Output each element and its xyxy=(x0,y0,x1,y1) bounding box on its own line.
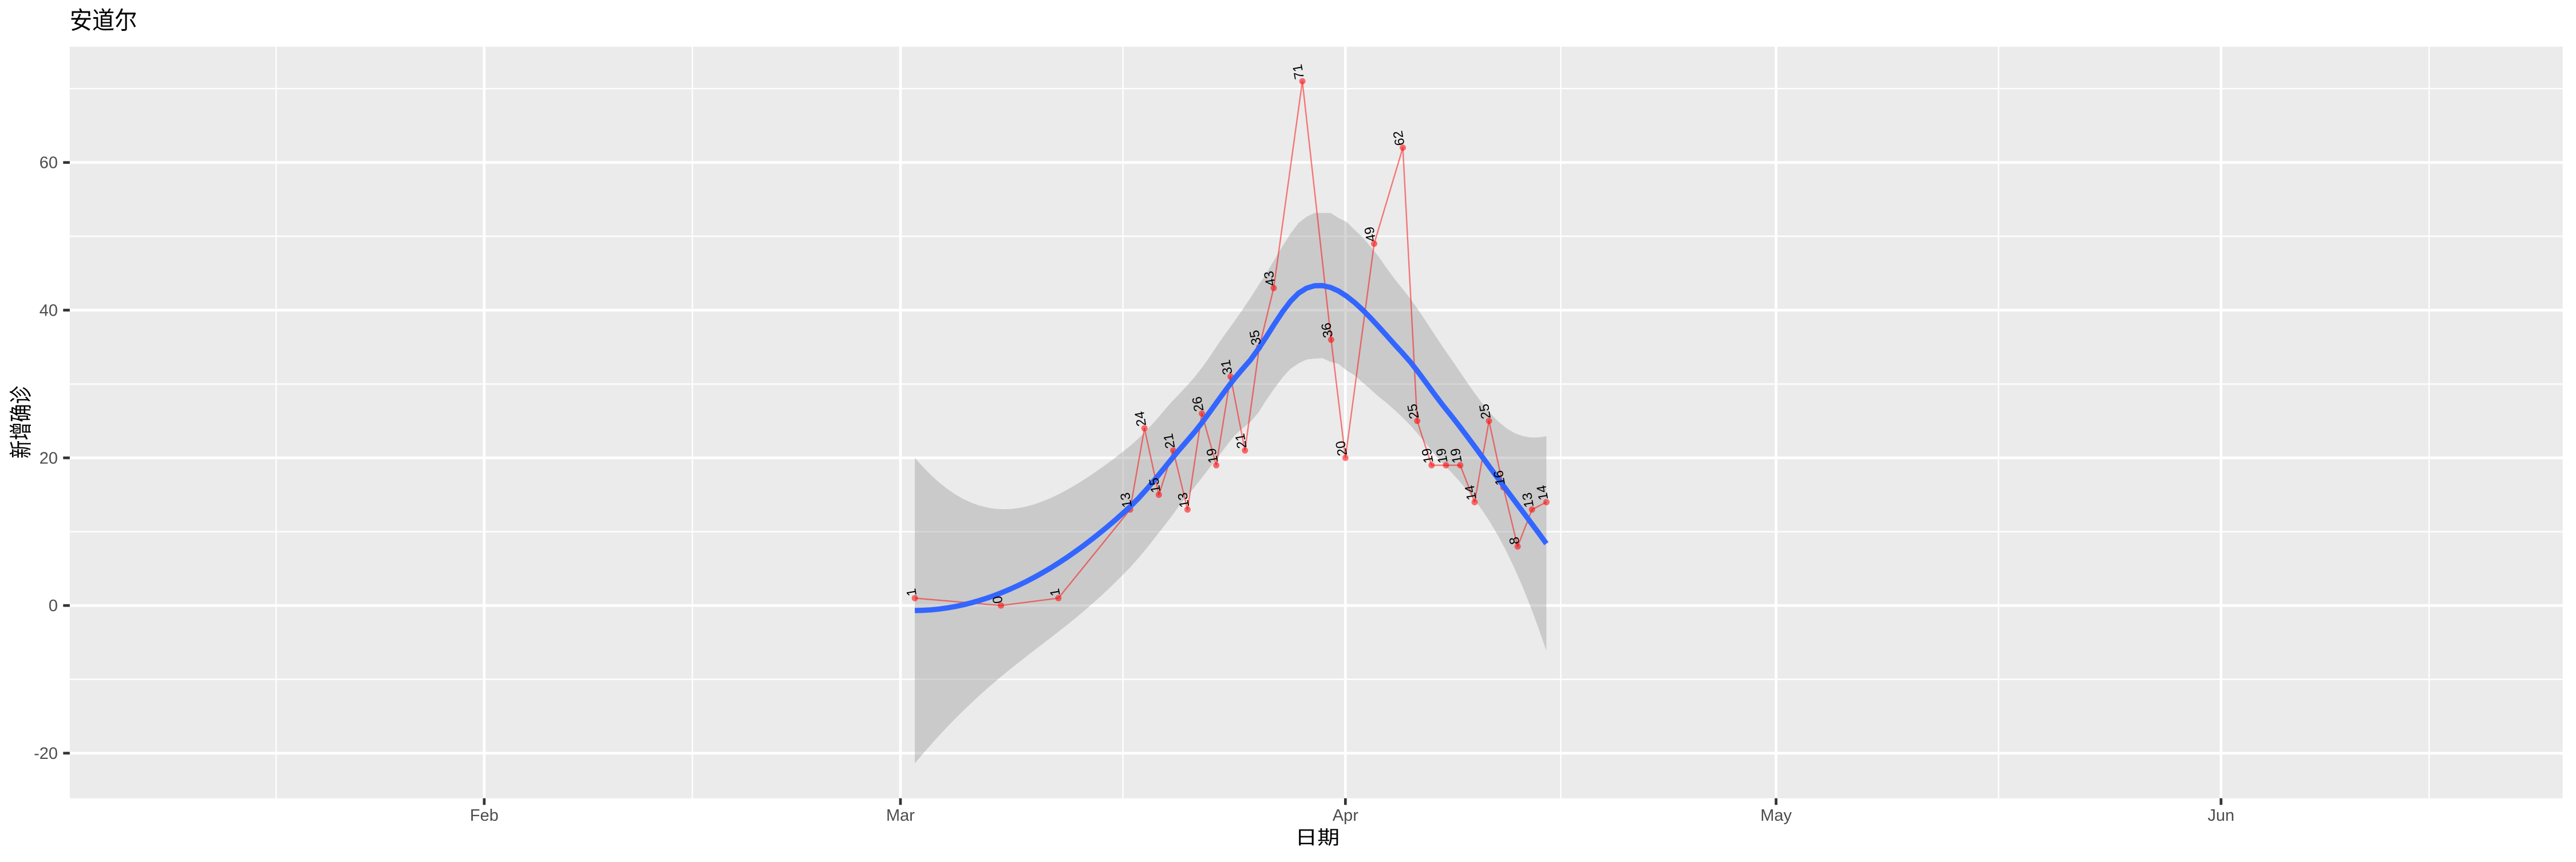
svg-text:1: 1 xyxy=(1047,588,1063,597)
svg-text:20: 20 xyxy=(1333,440,1350,457)
svg-text:1: 1 xyxy=(903,588,919,597)
svg-text:13: 13 xyxy=(1519,491,1536,509)
svg-text:16: 16 xyxy=(1491,469,1508,486)
svg-text:19: 19 xyxy=(1203,447,1220,465)
svg-text:40: 40 xyxy=(39,302,58,320)
svg-text:26: 26 xyxy=(1189,395,1206,412)
svg-text:25: 25 xyxy=(1476,403,1494,420)
svg-text:14: 14 xyxy=(1534,484,1551,501)
svg-text:0: 0 xyxy=(990,595,1006,604)
svg-text:25: 25 xyxy=(1404,403,1421,420)
svg-text:19: 19 xyxy=(1448,447,1465,465)
svg-text:49: 49 xyxy=(1361,226,1378,243)
svg-text:Jun: Jun xyxy=(2208,806,2235,825)
svg-text:60: 60 xyxy=(39,154,58,172)
svg-text:19: 19 xyxy=(1433,447,1451,465)
svg-text:Mar: Mar xyxy=(886,806,915,825)
svg-text:21: 21 xyxy=(1160,432,1178,450)
svg-text:31: 31 xyxy=(1218,359,1235,376)
svg-text:62: 62 xyxy=(1390,129,1407,147)
svg-text:43: 43 xyxy=(1261,270,1278,287)
svg-text:-20: -20 xyxy=(34,745,58,763)
svg-text:71: 71 xyxy=(1290,63,1307,80)
svg-text:13: 13 xyxy=(1117,491,1135,509)
svg-text:20: 20 xyxy=(39,449,58,467)
svg-text:14: 14 xyxy=(1462,484,1479,501)
svg-text:36: 36 xyxy=(1318,321,1336,338)
svg-text:Apr: Apr xyxy=(1333,806,1358,825)
svg-text:Feb: Feb xyxy=(470,806,499,825)
svg-text:19: 19 xyxy=(1419,447,1436,465)
svg-text:15: 15 xyxy=(1146,477,1163,494)
svg-text:8: 8 xyxy=(1506,536,1522,545)
svg-text:35: 35 xyxy=(1247,329,1264,346)
svg-text:May: May xyxy=(1760,806,1792,825)
svg-text:24: 24 xyxy=(1132,410,1149,427)
svg-text:21: 21 xyxy=(1232,432,1250,450)
svg-text:13: 13 xyxy=(1175,491,1192,509)
svg-text:0: 0 xyxy=(49,597,58,615)
